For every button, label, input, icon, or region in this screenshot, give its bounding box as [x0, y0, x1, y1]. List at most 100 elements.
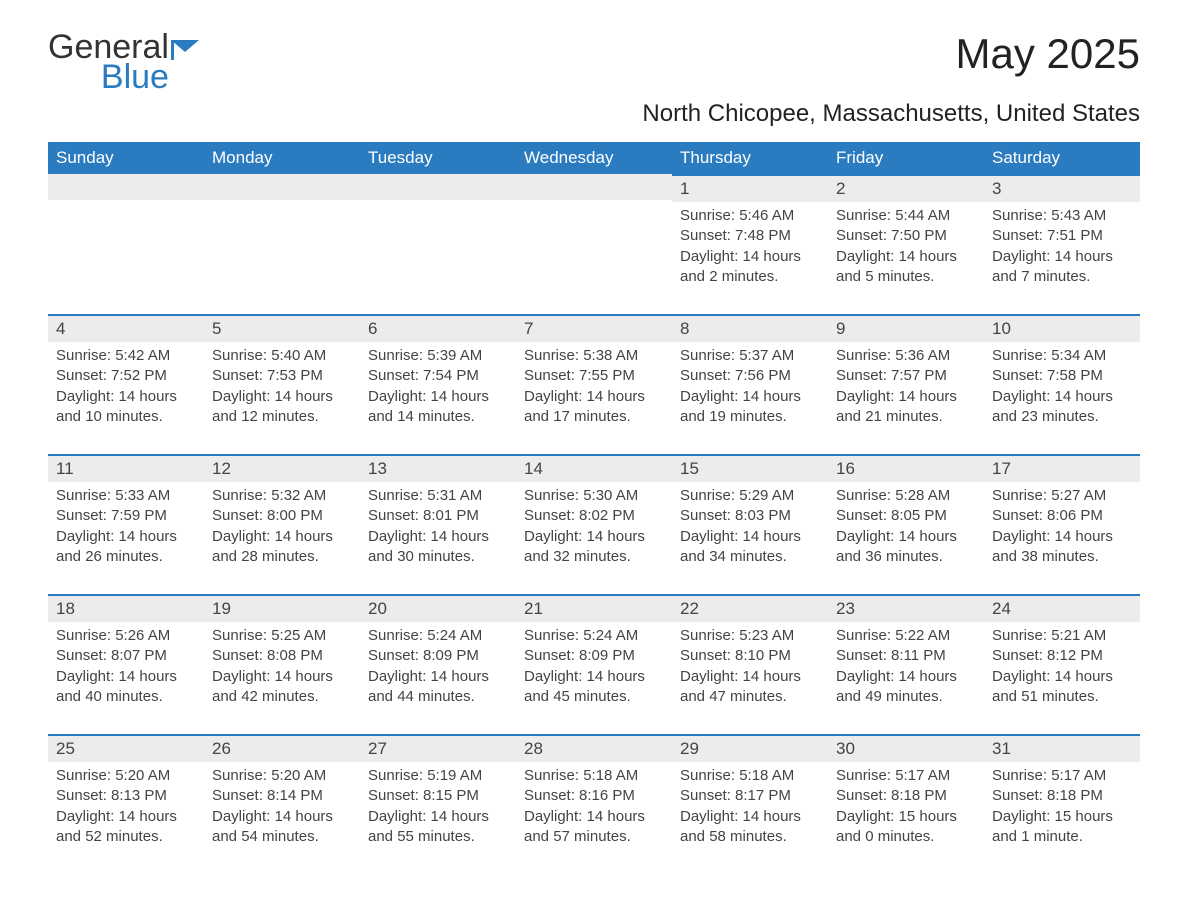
day-details: Sunrise: 5:26 AMSunset: 8:07 PMDaylight:… [48, 622, 204, 715]
calendar-cell: 8Sunrise: 5:37 AMSunset: 7:56 PMDaylight… [672, 314, 828, 454]
day-number [516, 174, 672, 200]
day-details [48, 200, 204, 290]
sunset-text: Sunset: 8:16 PM [524, 786, 664, 806]
calendar-cell: 23Sunrise: 5:22 AMSunset: 8:11 PMDayligh… [828, 594, 984, 734]
calendar-cell: 17Sunrise: 5:27 AMSunset: 8:06 PMDayligh… [984, 454, 1140, 594]
day-header: Monday [204, 142, 360, 174]
sunrise-text: Sunrise: 5:27 AM [992, 486, 1132, 506]
sunset-text: Sunset: 7:51 PM [992, 226, 1132, 246]
sunrise-text: Sunrise: 5:17 AM [992, 766, 1132, 786]
day-details: Sunrise: 5:20 AMSunset: 8:13 PMDaylight:… [48, 762, 204, 855]
day-details: Sunrise: 5:18 AMSunset: 8:17 PMDaylight:… [672, 762, 828, 855]
sunset-text: Sunset: 7:57 PM [836, 366, 976, 386]
day-details: Sunrise: 5:33 AMSunset: 7:59 PMDaylight:… [48, 482, 204, 575]
calendar-cell: 14Sunrise: 5:30 AMSunset: 8:02 PMDayligh… [516, 454, 672, 594]
calendar-cell: 1Sunrise: 5:46 AMSunset: 7:48 PMDaylight… [672, 174, 828, 314]
day-number: 5 [204, 314, 360, 342]
sunrise-text: Sunrise: 5:30 AM [524, 486, 664, 506]
daylight-text: Daylight: 14 hours and 44 minutes. [368, 667, 508, 708]
logo: General Blue [48, 30, 205, 94]
day-number: 2 [828, 174, 984, 202]
sunrise-text: Sunrise: 5:44 AM [836, 206, 976, 226]
sunrise-text: Sunrise: 5:18 AM [680, 766, 820, 786]
sunset-text: Sunset: 8:18 PM [836, 786, 976, 806]
logo-flag-icon [171, 36, 205, 67]
day-header: Friday [828, 142, 984, 174]
calendar-cell: 10Sunrise: 5:34 AMSunset: 7:58 PMDayligh… [984, 314, 1140, 454]
daylight-text: Daylight: 14 hours and 38 minutes. [992, 527, 1132, 568]
day-number: 7 [516, 314, 672, 342]
sunrise-text: Sunrise: 5:29 AM [680, 486, 820, 506]
day-details: Sunrise: 5:18 AMSunset: 8:16 PMDaylight:… [516, 762, 672, 855]
header: General Blue May 2025 [48, 30, 1140, 94]
sunrise-text: Sunrise: 5:33 AM [56, 486, 196, 506]
daylight-text: Daylight: 14 hours and 12 minutes. [212, 387, 352, 428]
day-number: 3 [984, 174, 1140, 202]
sunset-text: Sunset: 8:05 PM [836, 506, 976, 526]
day-header-row: Sunday Monday Tuesday Wednesday Thursday… [48, 142, 1140, 174]
calendar-cell: 5Sunrise: 5:40 AMSunset: 7:53 PMDaylight… [204, 314, 360, 454]
daylight-text: Daylight: 14 hours and 36 minutes. [836, 527, 976, 568]
day-header: Wednesday [516, 142, 672, 174]
calendar-cell [48, 174, 204, 314]
sunset-text: Sunset: 8:15 PM [368, 786, 508, 806]
sunset-text: Sunset: 8:17 PM [680, 786, 820, 806]
calendar-cell: 12Sunrise: 5:32 AMSunset: 8:00 PMDayligh… [204, 454, 360, 594]
daylight-text: Daylight: 14 hours and 5 minutes. [836, 247, 976, 288]
sunset-text: Sunset: 8:12 PM [992, 646, 1132, 666]
calendar-week-row: 11Sunrise: 5:33 AMSunset: 7:59 PMDayligh… [48, 454, 1140, 594]
day-details: Sunrise: 5:27 AMSunset: 8:06 PMDaylight:… [984, 482, 1140, 575]
calendar-cell: 20Sunrise: 5:24 AMSunset: 8:09 PMDayligh… [360, 594, 516, 734]
calendar-cell: 2Sunrise: 5:44 AMSunset: 7:50 PMDaylight… [828, 174, 984, 314]
day-number: 17 [984, 454, 1140, 482]
sunset-text: Sunset: 8:09 PM [524, 646, 664, 666]
sunset-text: Sunset: 8:08 PM [212, 646, 352, 666]
day-details: Sunrise: 5:21 AMSunset: 8:12 PMDaylight:… [984, 622, 1140, 715]
day-number: 4 [48, 314, 204, 342]
sunrise-text: Sunrise: 5:40 AM [212, 346, 352, 366]
daylight-text: Daylight: 14 hours and 45 minutes. [524, 667, 664, 708]
calendar-cell [360, 174, 516, 314]
sunset-text: Sunset: 7:55 PM [524, 366, 664, 386]
day-number: 16 [828, 454, 984, 482]
day-number [204, 174, 360, 200]
sunset-text: Sunset: 7:59 PM [56, 506, 196, 526]
sunrise-text: Sunrise: 5:25 AM [212, 626, 352, 646]
day-number: 10 [984, 314, 1140, 342]
day-number: 23 [828, 594, 984, 622]
sunset-text: Sunset: 8:03 PM [680, 506, 820, 526]
calendar-week-row: 4Sunrise: 5:42 AMSunset: 7:52 PMDaylight… [48, 314, 1140, 454]
calendar-cell: 25Sunrise: 5:20 AMSunset: 8:13 PMDayligh… [48, 734, 204, 874]
daylight-text: Daylight: 14 hours and 28 minutes. [212, 527, 352, 568]
day-details: Sunrise: 5:29 AMSunset: 8:03 PMDaylight:… [672, 482, 828, 575]
sunrise-text: Sunrise: 5:39 AM [368, 346, 508, 366]
day-number: 13 [360, 454, 516, 482]
day-details: Sunrise: 5:23 AMSunset: 8:10 PMDaylight:… [672, 622, 828, 715]
daylight-text: Daylight: 14 hours and 14 minutes. [368, 387, 508, 428]
calendar-cell [204, 174, 360, 314]
sunset-text: Sunset: 7:58 PM [992, 366, 1132, 386]
calendar-cell: 26Sunrise: 5:20 AMSunset: 8:14 PMDayligh… [204, 734, 360, 874]
daylight-text: Daylight: 14 hours and 42 minutes. [212, 667, 352, 708]
day-header: Thursday [672, 142, 828, 174]
calendar-week-row: 1Sunrise: 5:46 AMSunset: 7:48 PMDaylight… [48, 174, 1140, 314]
sunrise-text: Sunrise: 5:43 AM [992, 206, 1132, 226]
sunrise-text: Sunrise: 5:46 AM [680, 206, 820, 226]
calendar-cell: 28Sunrise: 5:18 AMSunset: 8:16 PMDayligh… [516, 734, 672, 874]
day-number: 24 [984, 594, 1140, 622]
day-details: Sunrise: 5:37 AMSunset: 7:56 PMDaylight:… [672, 342, 828, 435]
daylight-text: Daylight: 14 hours and 32 minutes. [524, 527, 664, 568]
calendar-cell: 27Sunrise: 5:19 AMSunset: 8:15 PMDayligh… [360, 734, 516, 874]
day-number: 14 [516, 454, 672, 482]
day-header: Tuesday [360, 142, 516, 174]
day-number: 19 [204, 594, 360, 622]
sunset-text: Sunset: 8:14 PM [212, 786, 352, 806]
sunrise-text: Sunrise: 5:37 AM [680, 346, 820, 366]
day-number: 12 [204, 454, 360, 482]
daylight-text: Daylight: 15 hours and 0 minutes. [836, 807, 976, 848]
sunrise-text: Sunrise: 5:21 AM [992, 626, 1132, 646]
sunset-text: Sunset: 7:54 PM [368, 366, 508, 386]
sunset-text: Sunset: 8:10 PM [680, 646, 820, 666]
daylight-text: Daylight: 14 hours and 52 minutes. [56, 807, 196, 848]
daylight-text: Daylight: 14 hours and 30 minutes. [368, 527, 508, 568]
